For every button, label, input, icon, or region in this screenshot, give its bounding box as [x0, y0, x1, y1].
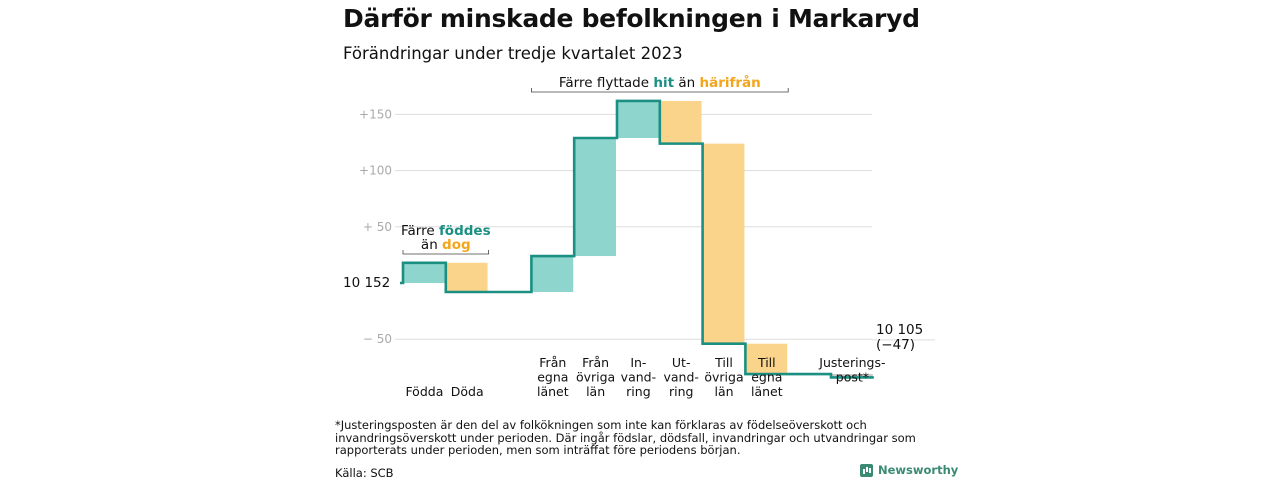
category-label: län: [586, 384, 605, 399]
category-label: In-: [630, 355, 646, 370]
category-label: Från: [539, 355, 566, 370]
category-label: Ut-: [672, 355, 691, 370]
annotation-births-line1: Färre föddes: [401, 223, 491, 239]
end-change-label: (−47): [876, 337, 915, 353]
bar-döda: [446, 262, 488, 292]
annotation-births-line2: än dog: [421, 237, 471, 253]
y-tick-label: +150: [359, 107, 392, 121]
category-label: Till: [757, 355, 776, 370]
category-label: post*: [836, 370, 869, 385]
brand[interactable]: Newsworthy: [860, 463, 958, 477]
cumulative-line: [400, 99, 874, 379]
category-label: län: [714, 384, 733, 399]
bar-från-övriga-län: [575, 138, 616, 257]
footnote: *Justeringsposten är den del av folkökni…: [335, 418, 916, 457]
category-label: ring: [669, 384, 693, 399]
category-label: egna: [751, 370, 782, 385]
bar-ut-vandring: [660, 100, 702, 144]
y-tick-label: +100: [359, 164, 392, 178]
category-label: Födda: [405, 384, 443, 399]
category-label: egna: [537, 370, 568, 385]
category-label: ring: [626, 384, 650, 399]
y-tick-label: + 50: [363, 220, 392, 234]
y-tick-label: − 50: [363, 332, 392, 346]
bar-födda: [404, 262, 445, 283]
end-value-label: 10 105: [876, 322, 923, 338]
chart-subtitle: Förändringar under tredje kvartalet 2023: [343, 44, 683, 63]
start-value-label: 10 152: [343, 275, 390, 291]
chart-title: Därför minskade befolkningen i Markaryd: [343, 4, 920, 33]
bar-justerings-post-: [832, 374, 873, 378]
annotation-migration: Färre flyttade hit än härifrån: [559, 74, 761, 91]
category-label: övriga: [704, 370, 743, 385]
bar-chart-icon: [860, 463, 873, 477]
category-label: vand-: [663, 370, 698, 385]
category-label: Döda: [451, 384, 484, 399]
category-label: Från: [582, 355, 609, 370]
bar-till-övriga-län: [703, 143, 745, 344]
annotation-births-bracket: [402, 250, 489, 255]
annotation-migration-bracket: [531, 88, 789, 93]
category-label: vand-: [621, 370, 656, 385]
category-label: länet: [537, 384, 569, 399]
bar-in-vandring: [618, 100, 659, 139]
brand-name: Newsworthy: [878, 463, 959, 477]
bar-från-egna-länet: [532, 256, 574, 292]
category-label: Justerings-: [818, 355, 885, 370]
category-label: Till: [714, 355, 733, 370]
source-label: Källa: SCB: [335, 466, 394, 480]
category-label: övriga: [576, 370, 615, 385]
bar-till-egna-länet: [746, 343, 788, 375]
category-label: länet: [751, 384, 783, 399]
